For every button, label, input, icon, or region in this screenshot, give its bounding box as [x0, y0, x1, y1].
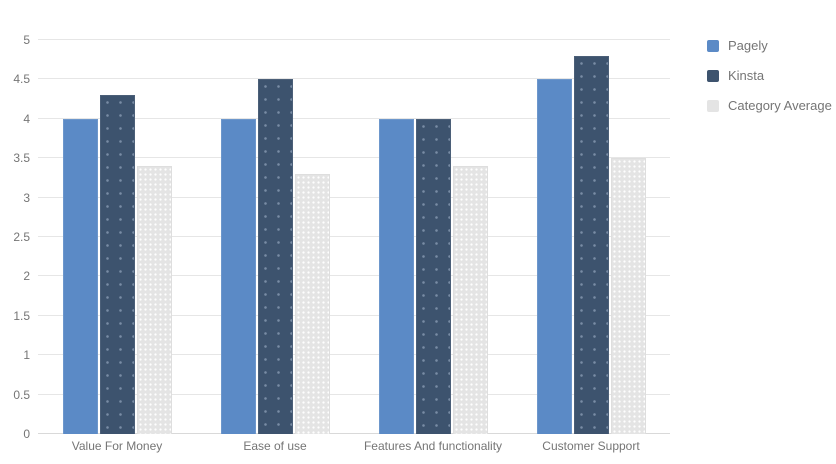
y-tick-label-1.5: 1.5	[13, 308, 30, 323]
bar-group-value-for-money	[38, 40, 196, 434]
bar-kinsta-value-for-money[interactable]	[99, 95, 135, 434]
gridline-2	[38, 275, 670, 277]
legend: Pagely Kinsta Category Average	[707, 39, 832, 129]
bar-category-average-ease-of-use[interactable]	[294, 173, 330, 434]
y-tick-label-3: 3	[23, 190, 30, 205]
y-tick-label-1: 1	[23, 348, 30, 363]
legend-label-category-average: Category Average	[728, 98, 832, 113]
bar-pagely-ease-of-use[interactable]	[220, 118, 256, 434]
y-tick-label-0.5: 0.5	[13, 387, 30, 402]
gridline-2.5	[38, 236, 670, 237]
bar-category-average-value-for-money[interactable]	[136, 166, 172, 434]
gridline-3	[38, 196, 670, 198]
bar-category-average-features-and-functionality[interactable]	[452, 166, 488, 434]
bar-kinsta-features-and-functionality[interactable]	[415, 118, 451, 434]
y-tick-label-3.5: 3.5	[13, 151, 30, 166]
legend-item-kinsta[interactable]: Kinsta	[707, 69, 832, 82]
x-axis-label-ease-of-use: Ease of use	[243, 439, 307, 453]
gridline-4	[38, 117, 670, 119]
plot-area	[38, 39, 670, 434]
y-tick-label-4: 4	[23, 111, 30, 126]
x-axis-label-value-for-money: Value For Money	[71, 439, 163, 453]
bar-groups	[38, 40, 670, 434]
bar-group-customer-support	[512, 40, 670, 434]
gridline-1	[38, 354, 670, 356]
y-tick-label-0: 0	[23, 427, 30, 441]
gridline-4.5	[38, 78, 670, 80]
gridline-1.5	[38, 314, 670, 316]
y-tick-label-4.5: 4.5	[13, 72, 30, 87]
legend-item-category-average[interactable]: Category Average	[707, 99, 832, 112]
legend-swatch-category-average	[707, 99, 719, 112]
x-axis-labels: Value For Money Ease of use Features And f…	[38, 440, 670, 453]
bar-category-average-customer-support[interactable]	[610, 158, 646, 434]
bar-pagely-customer-support[interactable]	[536, 79, 572, 434]
legend-label-kinsta: Kinsta	[728, 68, 765, 83]
y-axis-labels: 0 0.5 1 1.5 2 2.5 3 3.5 4 4.5 5	[0, 34, 30, 440]
y-tick-label-2: 2	[23, 269, 30, 284]
bar-pagely-value-for-money[interactable]	[62, 118, 98, 434]
bar-group-ease-of-use	[196, 40, 354, 434]
legend-label-pagely: Pagely	[728, 38, 768, 53]
gridline-0	[38, 433, 670, 434]
x-axis-label-customer-support: Customer Support	[542, 439, 640, 453]
x-axis-label-features-and-functionality: Features And functionality	[363, 439, 503, 453]
y-tick-label-5: 5	[23, 33, 30, 47]
gridline-0.5	[38, 393, 670, 395]
bar-kinsta-ease-of-use[interactable]	[257, 79, 293, 434]
gridline-5	[38, 39, 670, 40]
legend-swatch-pagely	[707, 39, 719, 52]
bar-group-features-and-functionality	[354, 40, 512, 434]
legend-swatch-kinsta	[707, 69, 719, 82]
y-tick-label-2.5: 2.5	[13, 230, 30, 244]
gridline-3.5	[38, 157, 670, 159]
legend-item-pagely[interactable]: Pagely	[707, 39, 832, 52]
bar-pagely-features-and-functionality[interactable]	[378, 118, 414, 434]
bar-kinsta-customer-support[interactable]	[573, 55, 609, 434]
